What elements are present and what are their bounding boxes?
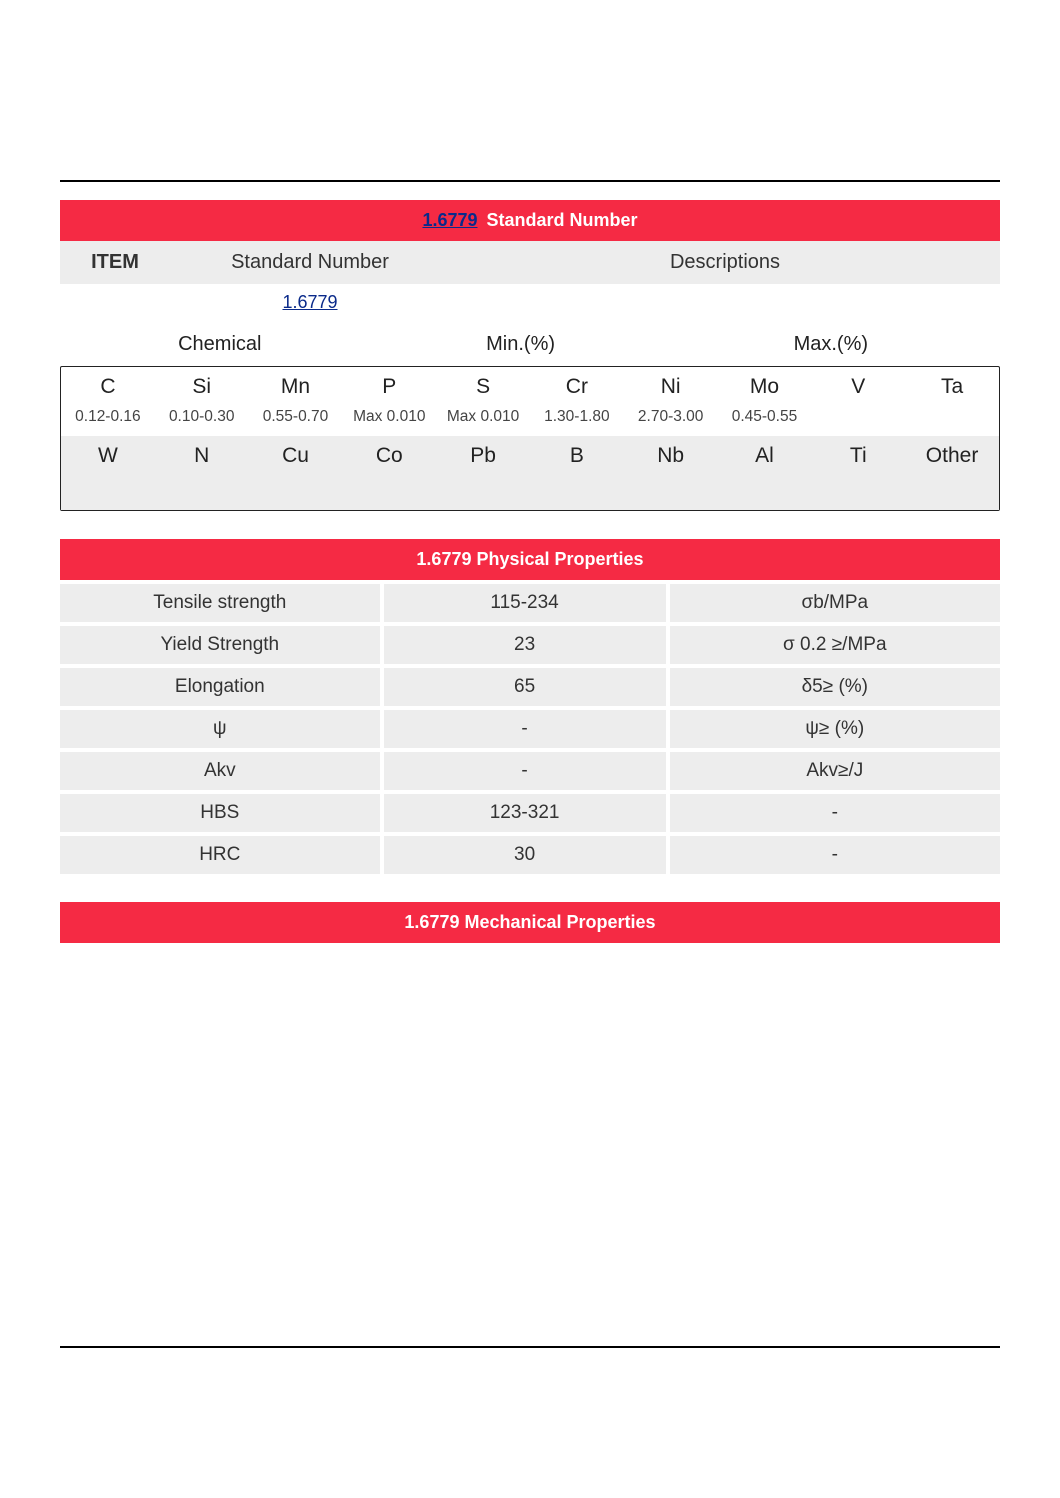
chem-el: N	[155, 436, 249, 474]
bottom-divider	[60, 1346, 1000, 1348]
phys-value: 65	[384, 668, 666, 706]
phys-name: Akv	[60, 752, 380, 790]
max-label: Max.(%)	[662, 327, 1000, 366]
chem-elements-row-2: W N Cu Co Pb B Nb Al Ti Other	[61, 436, 999, 474]
standard-number-header-link[interactable]: 1.6779	[422, 210, 477, 230]
phys-unit: -	[670, 794, 1000, 832]
chem-val: 0.45-0.55	[718, 405, 812, 436]
phys-value: 115-234	[384, 584, 666, 622]
phys-row: ψ - ψ≥ (%)	[60, 710, 1000, 748]
chem-el: Al	[718, 436, 812, 474]
chem-el: V	[811, 367, 905, 405]
chem-val: 0.10-0.30	[155, 405, 249, 436]
phys-unit: δ5≥ (%)	[670, 668, 1000, 706]
phys-value: 123-321	[384, 794, 666, 832]
chem-el: W	[61, 436, 155, 474]
phys-value: 23	[384, 626, 666, 664]
standard-link-row: 1.6779	[60, 284, 1000, 327]
chem-val: 0.12-0.16	[61, 405, 155, 436]
phys-value: 30	[384, 836, 666, 874]
col-stdnum-label: Standard Number	[170, 241, 450, 284]
mechanical-properties-header: 1.6779 Mechanical Properties	[60, 902, 1000, 943]
chem-el: Co	[342, 436, 436, 474]
chem-el: C	[61, 367, 155, 405]
top-divider	[60, 180, 1000, 182]
chem-el: Ni	[624, 367, 718, 405]
chem-el: Pb	[436, 436, 530, 474]
phys-value: -	[384, 752, 666, 790]
phys-name: HRC	[60, 836, 380, 874]
col-item-label: ITEM	[60, 241, 170, 284]
phys-row: Yield Strength 23 σ 0.2 ≥/MPa	[60, 626, 1000, 664]
min-label: Min.(%)	[380, 327, 662, 366]
chem-val	[905, 405, 999, 436]
phys-row: HRC 30 -	[60, 836, 1000, 874]
phys-row: Tensile strength 115-234 σb/MPa	[60, 584, 1000, 622]
chemical-header-row: Chemical Min.(%) Max.(%)	[60, 327, 1000, 366]
chem-el: S	[436, 367, 530, 405]
standard-number-header: 1.6779 Standard Number	[60, 200, 1000, 241]
phys-name: HBS	[60, 794, 380, 832]
chem-val: Max 0.010	[342, 405, 436, 436]
chem-el: P	[342, 367, 436, 405]
chem-val: 0.55-0.70	[249, 405, 343, 436]
chem-el: Ta	[905, 367, 999, 405]
phys-unit: Akv≥/J	[670, 752, 1000, 790]
chem-el: B	[530, 436, 624, 474]
phys-row: HBS 123-321 -	[60, 794, 1000, 832]
physical-properties-header: 1.6779 Physical Properties	[60, 539, 1000, 580]
chemical-table: C Si Mn P S Cr Ni Mo V Ta 0.12-0.16 0.10…	[60, 366, 1000, 511]
standard-number-header-suffix: Standard Number	[482, 210, 638, 230]
col-desc-label: Descriptions	[450, 241, 1000, 284]
physical-properties-table: Tensile strength 115-234 σb/MPa Yield St…	[60, 584, 1000, 874]
chem-val: 2.70-3.00	[624, 405, 718, 436]
phys-name: Tensile strength	[60, 584, 380, 622]
chem-values-row-1: 0.12-0.16 0.10-0.30 0.55-0.70 Max 0.010 …	[61, 405, 999, 436]
chem-el: Cu	[249, 436, 343, 474]
chem-elements-row-1: C Si Mn P S Cr Ni Mo V Ta	[61, 367, 999, 405]
chem-el: Other	[905, 436, 999, 474]
phys-unit: σ 0.2 ≥/MPa	[670, 626, 1000, 664]
chem-blank-row	[61, 474, 999, 510]
chem-val: Max 0.010	[436, 405, 530, 436]
phys-row: Akv - Akv≥/J	[60, 752, 1000, 790]
chem-val	[811, 405, 905, 436]
chem-el: Mn	[249, 367, 343, 405]
phys-unit: ψ≥ (%)	[670, 710, 1000, 748]
phys-unit: σb/MPa	[670, 584, 1000, 622]
standard-columns-row: ITEM Standard Number Descriptions	[60, 241, 1000, 284]
phys-name: Elongation	[60, 668, 380, 706]
chem-el: Cr	[530, 367, 624, 405]
chem-el: Mo	[718, 367, 812, 405]
chem-val: 1.30-1.80	[530, 405, 624, 436]
chemical-label: Chemical	[60, 327, 380, 366]
phys-value: -	[384, 710, 666, 748]
standard-number-link[interactable]: 1.6779	[282, 292, 337, 312]
phys-row: Elongation 65 δ5≥ (%)	[60, 668, 1000, 706]
chem-el: Ti	[811, 436, 905, 474]
phys-unit: -	[670, 836, 1000, 874]
chem-el: Nb	[624, 436, 718, 474]
phys-name: ψ	[60, 710, 380, 748]
phys-name: Yield Strength	[60, 626, 380, 664]
chem-el: Si	[155, 367, 249, 405]
